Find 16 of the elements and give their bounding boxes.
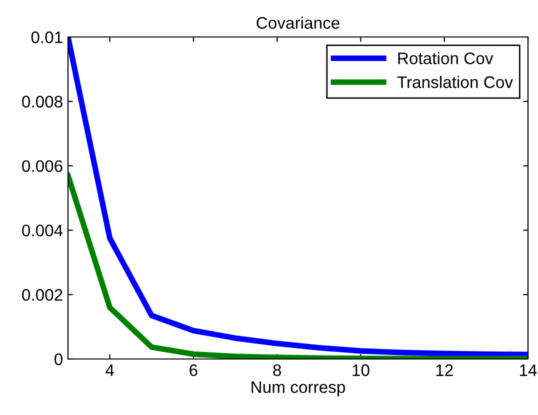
- y-tick-label: 0.008: [22, 96, 62, 108]
- chart-title: Covariance: [256, 16, 340, 29]
- y-tick-label: 0.002: [22, 289, 62, 301]
- x-axis-title: Num corresp: [252, 381, 345, 396]
- y-tick-label: 0.006: [22, 160, 62, 172]
- x-tick-label: 6: [190, 364, 198, 376]
- y-tick-label: 0.004: [22, 224, 63, 236]
- x-tick-label: 8: [273, 364, 281, 376]
- x-tick-label: 12: [436, 364, 453, 376]
- x-tick-label: 4: [106, 364, 114, 376]
- x-tick-label: 10: [352, 364, 370, 376]
- legend-label: Translation Cov: [397, 76, 513, 88]
- y-tick-label: 0: [54, 353, 62, 366]
- y-tick-label: 0.01: [31, 31, 62, 44]
- x-tick-label: 14: [520, 364, 537, 376]
- legend-label: Rotation Cov: [398, 52, 494, 64]
